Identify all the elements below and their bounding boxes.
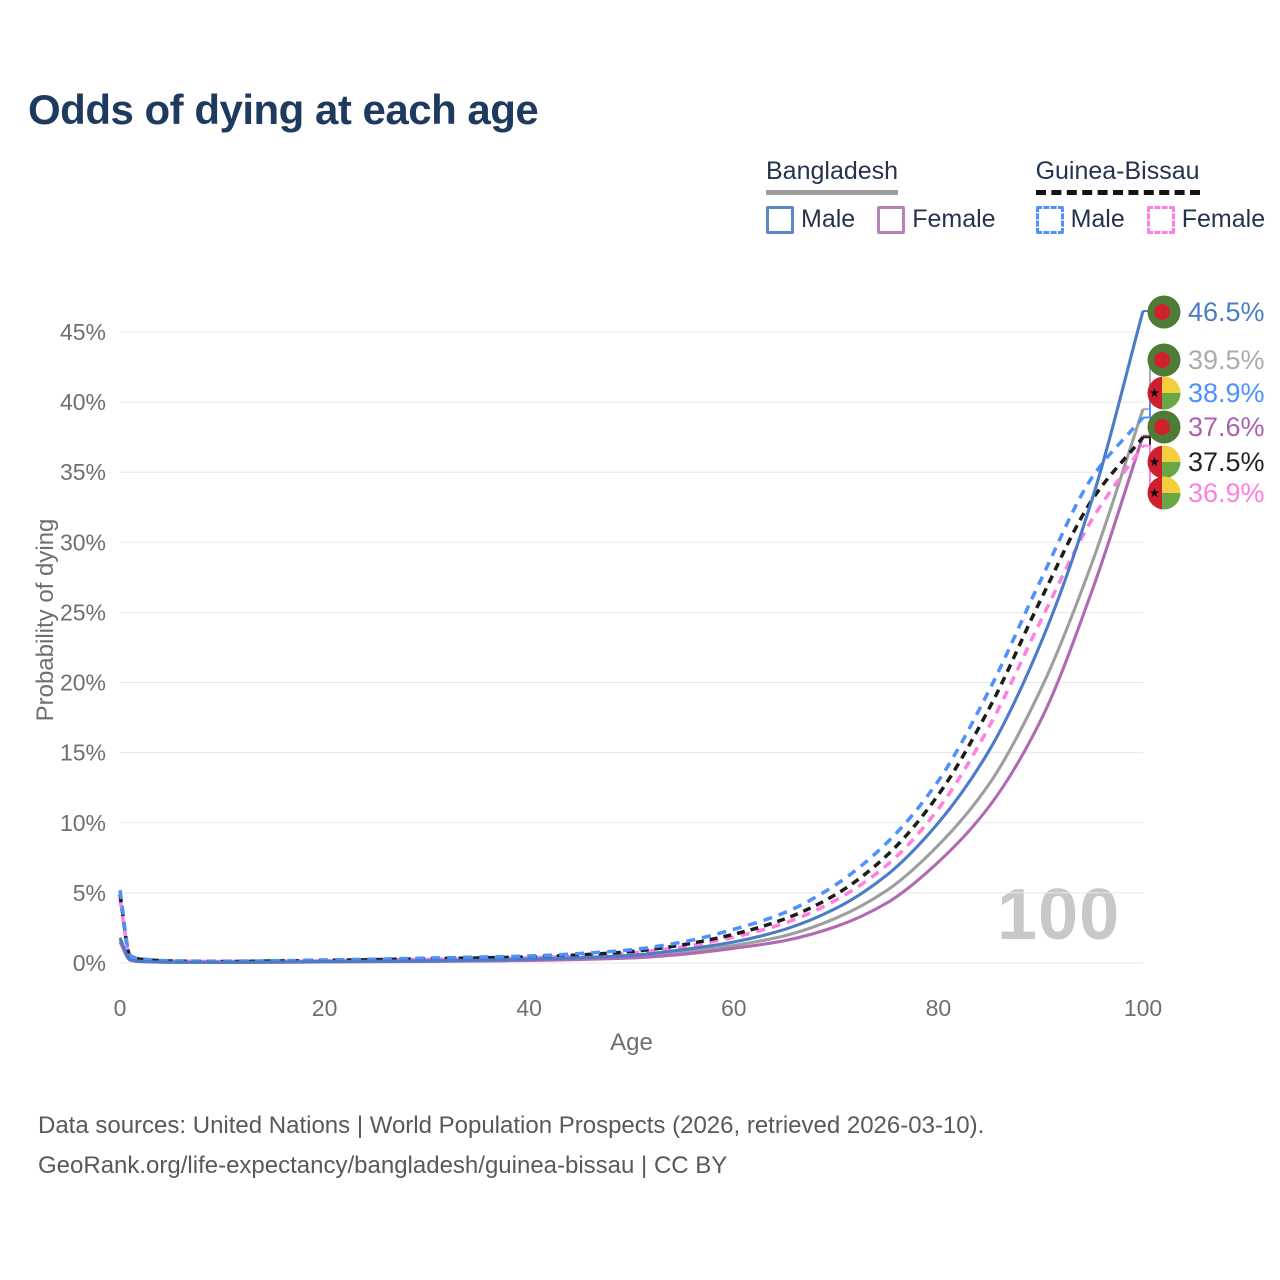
y-tick-label: 25% — [60, 599, 106, 625]
x-tick-label: 20 — [312, 995, 338, 1021]
series-line-bangladesh-both-sexes[interactable] — [118, 408, 1145, 964]
label-connector-guinea-bissau-male — [1143, 392, 1156, 419]
legend-items-guinea-bissau: Male Female — [1035, 205, 1266, 234]
axis-tick-labels: 0% 5% 10% 15% 20% 25% 30% 35% 40% 45% 0 20 40 60 80 100… — [60, 319, 1162, 1056]
y-tick-label: 35% — [60, 459, 106, 485]
series-line-guinea-bissau-both-sexes[interactable] — [118, 436, 1145, 964]
y-tick-label: 30% — [60, 529, 106, 555]
y-tick-label: 45% — [60, 319, 106, 345]
series-line-bangladesh-male[interactable] — [118, 310, 1145, 964]
footer: Data sources: United Nations | World Pop… — [38, 1106, 984, 1186]
guinea-bissau-female-swatch-icon — [1146, 205, 1175, 234]
x-tick-label: 0 — [114, 995, 127, 1021]
y-tick-label: 40% — [60, 389, 106, 415]
label-connector-guinea-bissau-female — [1143, 444, 1156, 494]
x-tick-label: 40 — [516, 995, 542, 1021]
y-tick-label: 5% — [73, 880, 106, 906]
footer-line-1: Data sources: United Nations | World Pop… — [38, 1112, 985, 1139]
legend-item-bangladesh-female[interactable]: Female — [877, 205, 996, 234]
label-connector-bangladesh-female — [1143, 426, 1156, 437]
y-tick-label: 0% — [73, 950, 106, 976]
series-line-guinea-bissau-male[interactable] — [118, 416, 1145, 963]
label-connectors — [1143, 310, 1156, 494]
x-tick-label: 100 — [1124, 995, 1162, 1021]
legend-item-label: Male — [801, 205, 856, 233]
legend-item-guinea-bissau-female[interactable]: Female — [1146, 205, 1266, 234]
guinea-bissau-male-swatch-icon — [1035, 205, 1064, 234]
y-tick-label: 10% — [60, 810, 106, 836]
y-tick-label: 15% — [60, 740, 106, 766]
series-line-bangladesh-female[interactable] — [118, 435, 1145, 964]
label-connector-bangladesh-male — [1143, 310, 1156, 313]
legend-country-bangladesh[interactable]: Bangladesh — [766, 157, 899, 195]
legend-item-label: Female — [912, 205, 996, 233]
x-axis-title: Age — [610, 1029, 653, 1056]
x-tick-label: 80 — [926, 995, 952, 1021]
legend-country-guinea-bissau[interactable]: Guinea-Bissau — [1035, 157, 1200, 195]
legend-item-guinea-bissau-male[interactable]: Male — [1035, 205, 1125, 234]
bangladesh-female-swatch-icon — [877, 205, 906, 234]
y-tick-label: 20% — [60, 670, 106, 696]
legend-item-label: Female — [1181, 205, 1266, 233]
series-lines — [118, 310, 1145, 964]
legend-items-bangladesh: Male Female — [766, 205, 996, 234]
legend-item-bangladesh-male[interactable]: Male — [766, 205, 855, 234]
legend-group-guinea-bissau: Guinea-Bissau Male Female — [1035, 157, 1266, 234]
x-tick-label: 60 — [721, 995, 747, 1021]
page-title: Odds of dying at each age — [28, 86, 539, 133]
footer-line-2: GeoRank.org/life-expectancy/bangladesh/g… — [38, 1152, 728, 1179]
y-axis-title: Probability of dying — [32, 518, 59, 722]
bangladesh-male-swatch-icon — [766, 205, 794, 234]
legend-group-bangladesh: Bangladesh Male Female — [766, 157, 996, 234]
legend-item-label: Male — [1070, 205, 1125, 233]
age-watermark: 100 — [997, 875, 1121, 955]
series-line-guinea-bissau-female[interactable] — [118, 444, 1145, 964]
gridlines — [120, 331, 1143, 964]
legend: Bangladesh Male Female Guinea-Bissau Mal… — [766, 157, 1265, 234]
